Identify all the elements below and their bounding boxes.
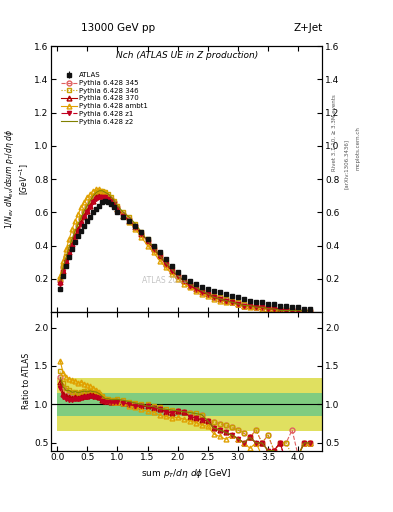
Pythia 6.428 z1 xyxy=(70,243,75,249)
Pythia 6.428 370 xyxy=(70,241,75,247)
Text: ATLAS 2011: ATLAS 2011 xyxy=(142,276,187,285)
Pythia 6.428 370 xyxy=(308,307,312,313)
Pythia 6.428 345 xyxy=(169,268,174,274)
Pythia 6.428 ambt1 xyxy=(70,226,75,232)
Pythia 6.428 346 xyxy=(70,236,75,242)
Pythia 6.428 345 xyxy=(58,278,62,284)
Pythia 6.428 346 xyxy=(193,284,198,290)
Pythia 6.428 370 xyxy=(193,286,198,292)
Pythia 6.428 z2 xyxy=(70,236,75,242)
Pythia 6.428 z1 xyxy=(151,246,156,252)
Line: Pythia 6.428 ambt1: Pythia 6.428 ambt1 xyxy=(58,187,313,313)
Pythia 6.428 345 xyxy=(115,204,120,210)
Pythia 6.428 ambt1 xyxy=(58,272,62,279)
Pythia 6.428 z1 xyxy=(115,206,120,212)
Pythia 6.428 345 xyxy=(97,189,102,196)
Text: [arXiv:1306.3436]: [arXiv:1306.3436] xyxy=(344,139,349,189)
Line: Pythia 6.428 z2: Pythia 6.428 z2 xyxy=(60,191,310,310)
Legend: ATLAS, Pythia 6.428 345, Pythia 6.428 346, Pythia 6.428 370, Pythia 6.428 ambt1,: ATLAS, Pythia 6.428 345, Pythia 6.428 34… xyxy=(60,71,150,126)
Pythia 6.428 345 xyxy=(70,238,75,244)
Pythia 6.428 345 xyxy=(206,291,210,297)
Text: Nch (ATLAS UE in Z production): Nch (ATLAS UE in Z production) xyxy=(116,51,258,60)
Pythia 6.428 z2 xyxy=(206,291,210,297)
Pythia 6.428 z2 xyxy=(97,188,102,194)
Line: Pythia 6.428 370: Pythia 6.428 370 xyxy=(58,194,313,313)
Pythia 6.428 370 xyxy=(97,193,102,199)
Pythia 6.428 370 xyxy=(58,279,62,285)
Pythia 6.428 345 xyxy=(296,307,301,313)
Pythia 6.428 ambt1 xyxy=(169,271,174,277)
Pythia 6.428 z2 xyxy=(308,307,312,313)
Pythia 6.428 370 xyxy=(169,268,174,274)
Text: 13000 GeV pp: 13000 GeV pp xyxy=(81,23,155,33)
Pythia 6.428 z1 xyxy=(206,291,210,297)
Pythia 6.428 z1 xyxy=(193,286,198,292)
Pythia 6.428 z1 xyxy=(97,195,102,201)
Pythia 6.428 346 xyxy=(169,266,174,272)
Pythia 6.428 346 xyxy=(58,276,62,282)
Pythia 6.428 z1 xyxy=(58,281,62,287)
Y-axis label: $1/N_{ev}$ $dN_{ev}/dsum$ $p_T/d\eta$ $d\phi$
$[GeV^{-1}]$: $1/N_{ev}$ $dN_{ev}/dsum$ $p_T/d\eta$ $d… xyxy=(3,129,31,229)
Pythia 6.428 ambt1 xyxy=(94,186,99,192)
Pythia 6.428 346 xyxy=(206,291,210,297)
Line: Pythia 6.428 346: Pythia 6.428 346 xyxy=(58,188,313,313)
Text: Z+Jet: Z+Jet xyxy=(293,23,322,33)
Pythia 6.428 ambt1 xyxy=(115,206,120,212)
Pythia 6.428 346 xyxy=(308,307,312,313)
Pythia 6.428 370 xyxy=(206,291,210,297)
Pythia 6.428 ambt1 xyxy=(193,288,198,294)
Pythia 6.428 ambt1 xyxy=(308,307,312,313)
Pythia 6.428 370 xyxy=(151,246,156,252)
Pythia 6.428 z2 xyxy=(278,307,283,313)
Pythia 6.428 345 xyxy=(193,286,198,292)
Pythia 6.428 z2 xyxy=(169,266,174,272)
Pythia 6.428 z2 xyxy=(193,284,198,290)
Pythia 6.428 346 xyxy=(151,244,156,250)
Pythia 6.428 370 xyxy=(115,206,120,212)
Pythia 6.428 346 xyxy=(115,203,120,209)
Pythia 6.428 z2 xyxy=(58,278,62,284)
Pythia 6.428 z2 xyxy=(151,244,156,250)
Line: Pythia 6.428 z1: Pythia 6.428 z1 xyxy=(58,196,312,313)
Text: Rivet 3.1.10, ≥ 3.3M events: Rivet 3.1.10, ≥ 3.3M events xyxy=(332,95,337,172)
X-axis label: sum $p_T/d\eta$ $d\phi$ [GeV]: sum $p_T/d\eta$ $d\phi$ [GeV] xyxy=(141,466,232,480)
Line: Pythia 6.428 345: Pythia 6.428 345 xyxy=(58,190,313,313)
Pythia 6.428 345 xyxy=(151,246,156,252)
Pythia 6.428 ambt1 xyxy=(278,307,283,313)
Pythia 6.428 346 xyxy=(97,188,102,194)
Text: mcplots.cern.ch: mcplots.cern.ch xyxy=(356,126,361,170)
Pythia 6.428 370 xyxy=(284,307,288,313)
Pythia 6.428 z2 xyxy=(115,203,120,209)
Pythia 6.428 ambt1 xyxy=(151,249,156,255)
Pythia 6.428 345 xyxy=(308,307,312,313)
Pythia 6.428 z1 xyxy=(308,307,312,313)
Pythia 6.428 z1 xyxy=(284,307,288,313)
Pythia 6.428 ambt1 xyxy=(206,292,210,298)
Pythia 6.428 346 xyxy=(290,307,294,313)
Y-axis label: Ratio to ATLAS: Ratio to ATLAS xyxy=(22,353,31,410)
Pythia 6.428 z1 xyxy=(169,268,174,274)
